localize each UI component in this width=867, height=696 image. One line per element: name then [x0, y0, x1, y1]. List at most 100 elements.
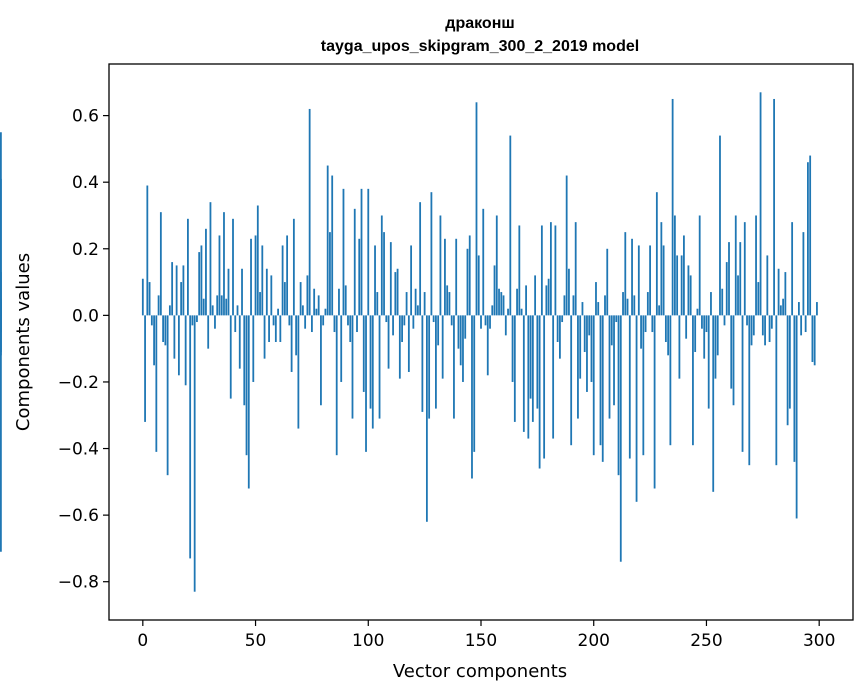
bar	[247, 315, 250, 489]
bar	[480, 315, 482, 329]
bar	[200, 245, 203, 316]
bar	[270, 275, 273, 316]
bar	[234, 315, 237, 333]
bar	[493, 265, 496, 316]
bar	[272, 315, 275, 326]
bar	[730, 315, 733, 389]
bar	[701, 315, 703, 329]
bar	[198, 252, 201, 316]
bar	[716, 315, 719, 356]
bar	[673, 215, 676, 316]
bar	[678, 315, 681, 379]
bar	[425, 315, 428, 522]
bar	[344, 285, 347, 316]
bar	[439, 215, 442, 316]
bar	[809, 155, 812, 316]
bar	[0, 315, 2, 552]
bar	[292, 218, 295, 316]
bar	[211, 305, 214, 316]
bar	[299, 282, 302, 316]
bar	[552, 315, 555, 439]
bar	[398, 315, 401, 379]
bar	[737, 275, 739, 316]
bar	[0, 132, 2, 316]
bar	[624, 232, 627, 316]
bar	[207, 315, 210, 349]
bar	[513, 315, 516, 422]
bar	[401, 315, 403, 342]
bar	[252, 315, 255, 382]
x-tick-label: 0	[137, 631, 148, 651]
bar	[389, 242, 392, 316]
bar	[728, 242, 730, 316]
bar	[383, 232, 385, 316]
bar	[664, 315, 667, 342]
bar	[358, 238, 361, 316]
bar	[331, 175, 334, 316]
bar	[565, 175, 568, 316]
bar	[540, 225, 543, 316]
bar	[164, 315, 167, 346]
bar	[245, 315, 248, 456]
bar	[752, 315, 755, 336]
bar	[788, 315, 791, 409]
bar	[153, 315, 155, 366]
bar	[335, 315, 338, 456]
bar	[637, 245, 640, 316]
bar	[563, 295, 566, 316]
y-axis-ticks: −0.8 −0.6 −0.4 −0.2 0.0 0.2 0.4 0.6	[58, 107, 109, 593]
bar	[227, 268, 230, 316]
bar	[619, 315, 622, 562]
bar	[773, 98, 775, 316]
bar	[313, 288, 316, 316]
bar	[559, 315, 561, 359]
bar	[504, 315, 507, 336]
bar	[502, 295, 505, 316]
bar	[430, 192, 433, 316]
bar	[784, 272, 787, 316]
bar	[193, 315, 196, 592]
bar	[265, 268, 268, 316]
bar	[385, 315, 388, 323]
x-tick-label: 50	[245, 631, 267, 651]
bar	[437, 315, 440, 346]
bar	[306, 275, 309, 316]
bar	[261, 245, 264, 316]
bar	[712, 315, 715, 492]
bar	[698, 215, 701, 316]
bar	[360, 188, 363, 316]
bar	[453, 315, 455, 419]
bar	[739, 242, 742, 316]
bar	[495, 215, 498, 316]
bar	[588, 315, 591, 336]
x-tick-label: 250	[690, 631, 722, 651]
bar	[177, 315, 180, 376]
bar	[498, 288, 500, 316]
bar	[394, 272, 397, 316]
bar	[543, 315, 546, 459]
bar	[329, 232, 331, 316]
bar	[516, 288, 518, 316]
bar	[531, 315, 534, 422]
bar	[658, 305, 661, 316]
bar	[405, 292, 408, 316]
bar	[721, 288, 724, 316]
bar	[435, 315, 437, 409]
bar	[301, 305, 304, 316]
bar	[518, 225, 521, 316]
bar	[311, 315, 313, 333]
bar	[216, 295, 219, 316]
bar	[549, 222, 552, 316]
bar	[342, 188, 345, 316]
bar	[144, 315, 146, 422]
bar	[676, 255, 679, 316]
bar	[432, 315, 435, 323]
bar	[590, 315, 593, 382]
bar	[407, 315, 410, 372]
bar	[649, 245, 651, 316]
bar	[599, 315, 602, 446]
bar	[274, 315, 277, 342]
bar	[457, 315, 460, 349]
bar	[786, 315, 789, 426]
bar	[692, 315, 694, 446]
